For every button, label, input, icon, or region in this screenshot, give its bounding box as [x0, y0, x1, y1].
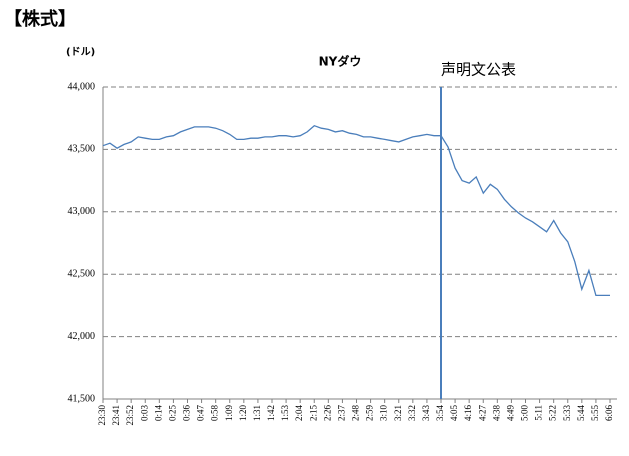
x-tick-label: 5:22 — [548, 405, 558, 421]
x-tick-label: 0:58 — [210, 405, 220, 422]
x-tick-label: 5:44 — [576, 405, 586, 422]
x-tick-label: 4:38 — [491, 405, 501, 422]
y-tick-label: 41,500 — [68, 393, 96, 404]
x-tick-label: 2:15 — [308, 405, 318, 422]
x-tick-label: 0:14 — [153, 405, 163, 422]
x-tick-label: 4:27 — [477, 405, 487, 422]
x-tick-label: 1:20 — [238, 405, 248, 422]
x-tick-label: 6:06 — [604, 405, 614, 422]
x-tick-label: 23:41 — [111, 405, 121, 426]
x-tick-label: 1:53 — [280, 405, 290, 422]
x-tick-label: 0:03 — [139, 405, 149, 422]
y-tick-label: 42,500 — [68, 268, 96, 279]
y-tick-label: 44,000 — [68, 81, 96, 92]
x-tick-label: 3:21 — [393, 405, 403, 421]
x-tick-label: 5:33 — [562, 405, 572, 422]
annotation-text: 声明文公表 — [441, 61, 516, 79]
x-tick-label: 2:37 — [336, 405, 346, 422]
page-header: 【株式】 — [4, 8, 76, 30]
data-line — [102, 124, 610, 297]
x-tick-label: 4:05 — [449, 405, 459, 422]
x-tick-label: 1:09 — [224, 405, 234, 422]
x-tick-label: 5:11 — [534, 405, 544, 421]
x-tick-label: 2:04 — [294, 405, 304, 422]
x-tick-label: 3:54 — [435, 405, 445, 422]
y-tick-label: 43,000 — [68, 206, 96, 217]
x-tick-label: 1:31 — [252, 405, 262, 421]
chart-title: NYダウ — [319, 54, 362, 69]
x-tick-label: 3:43 — [421, 405, 431, 422]
x-tick-label: 5:00 — [520, 405, 530, 422]
x-tick-label: 4:16 — [463, 405, 473, 422]
x-tick-label: 0:47 — [196, 405, 206, 422]
y-tick-label: 43,500 — [68, 144, 96, 155]
x-tick-label: 0:36 — [182, 405, 192, 422]
x-tick-label: 1:42 — [266, 405, 276, 421]
y-axis-label: (ドル) — [66, 46, 95, 58]
x-tick-label: 4:49 — [505, 405, 515, 422]
x-tick-label: 5:55 — [590, 405, 600, 422]
x-tick-label: 0:25 — [167, 405, 177, 422]
x-tick-label: 2:59 — [365, 405, 375, 422]
x-tick-label: 2:48 — [351, 405, 361, 422]
y-tick-label: 42,000 — [68, 331, 96, 342]
x-tick-label: 3:32 — [407, 405, 417, 421]
x-tick-label: 23:30 — [97, 405, 107, 426]
x-tick-label: 3:10 — [379, 405, 389, 422]
x-tick-label: 23:52 — [125, 405, 135, 426]
x-tick-label: 2:26 — [322, 405, 332, 422]
